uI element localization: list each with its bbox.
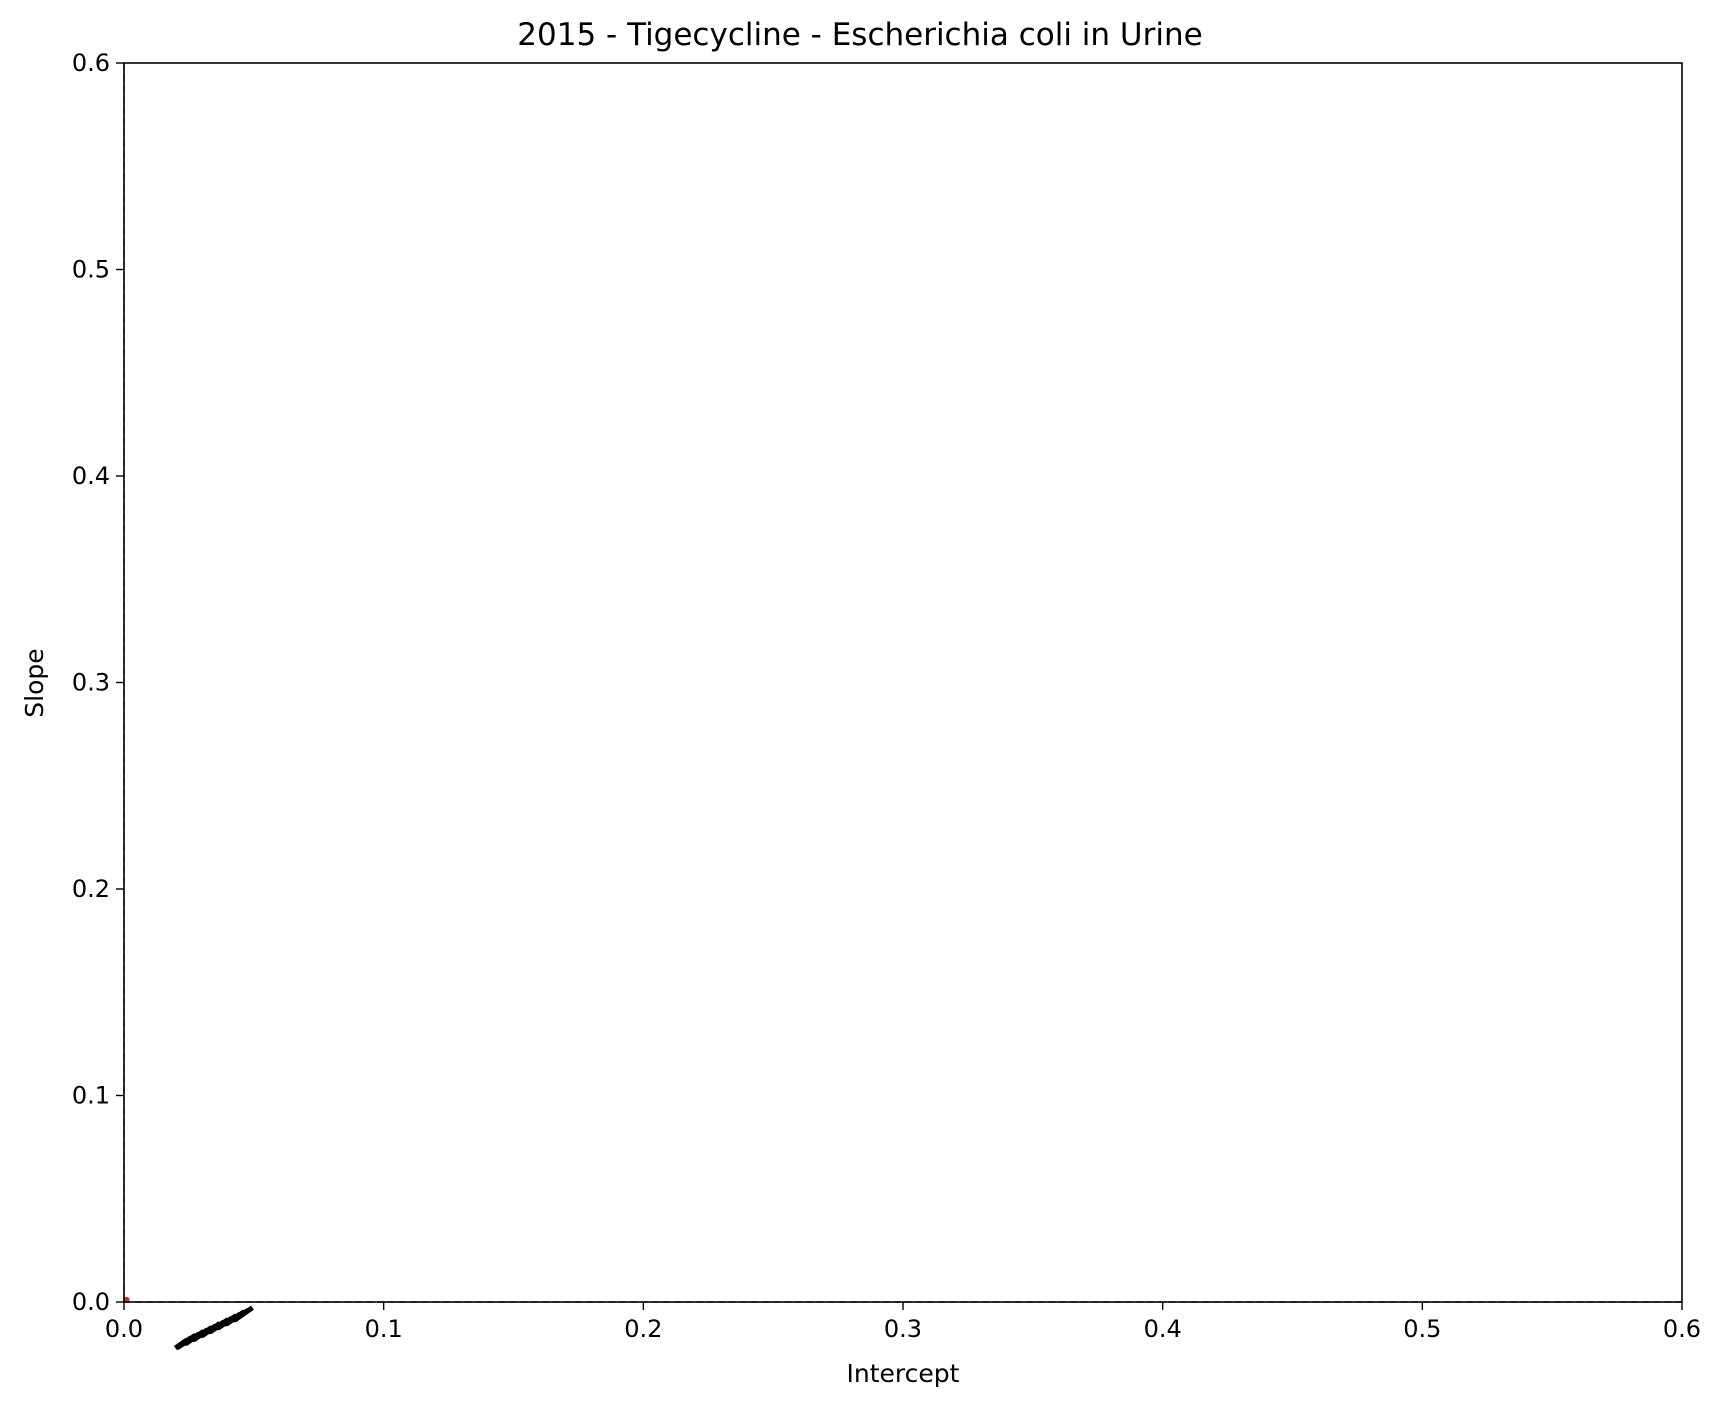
y-tick-label: 0.4	[72, 462, 110, 490]
x-tick-label: 0.5	[1403, 1315, 1441, 1343]
x-tick-label: 0.4	[1144, 1315, 1182, 1343]
x-tick-label: 0.3	[884, 1315, 922, 1343]
point-label-cluster-mark	[233, 1305, 254, 1323]
y-tick-label: 0.0	[72, 1288, 110, 1316]
x-tick-label: 0.1	[365, 1315, 403, 1343]
chart-title: 2015 - Tigecycline - Escherichia coli in…	[517, 17, 1202, 53]
y-tick-label: 0.5	[72, 256, 110, 284]
y-tick-label: 0.6	[72, 49, 110, 77]
x-tick-label: 0.2	[624, 1315, 662, 1343]
y-tick-label: 0.1	[72, 1082, 110, 1110]
y-tick-label: 0.3	[72, 669, 110, 697]
plot-area: 0.0 0.1 0.2 0.3 0.4 0.5 0.6 0.0 0.1 0.2 0.3 0.4 0.5 0…	[72, 49, 1701, 1351]
y-axis-label: Slope	[20, 648, 49, 717]
x-tick-label: 0.0	[105, 1315, 143, 1343]
x-tick-label: 0.6	[1663, 1315, 1701, 1343]
x-axis-label: Intercept	[847, 1359, 960, 1388]
y-tick-label: 0.2	[72, 875, 110, 903]
